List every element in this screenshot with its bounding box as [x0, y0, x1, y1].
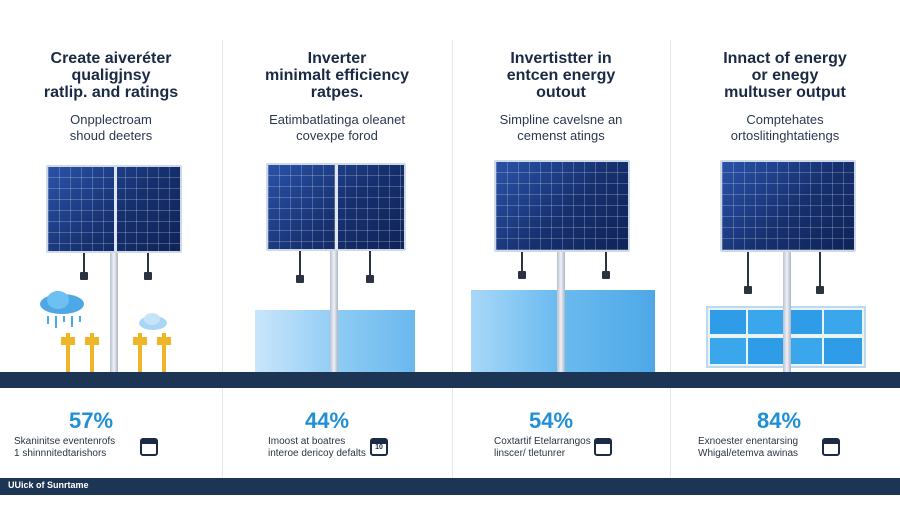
connector-icon — [85, 333, 99, 373]
cloud-icon — [139, 313, 167, 330]
stat-caption: Skaninitse eventenrofs 1 shinnnitedtarish… — [14, 436, 116, 459]
support-pole — [557, 252, 565, 372]
column-title: Inverter minimalt efficiency ratpes. — [264, 50, 410, 101]
solar-panel — [266, 163, 406, 251]
column-4: Innact of energy or enegy multuser output … — [670, 0, 900, 372]
column-divider — [670, 40, 671, 480]
connector-icon — [61, 333, 75, 373]
column-title: Innact of energy or enegy multuser output — [723, 50, 847, 101]
stat-caption: Imoost at boatres interoe dericoy defalts — [268, 436, 366, 459]
column-title: Invertistter in entcen energy outout — [506, 50, 616, 101]
column-subtitle: Simpline cavelsne an cemenst atings — [499, 112, 623, 143]
column-divider — [452, 40, 453, 480]
column-title: Create aiveréter qualigjnsy ratlip. and ra… — [43, 50, 179, 101]
column-1: Create aiveréter qualigjnsy ratlip. and ra… — [0, 0, 222, 373]
support-pole — [783, 252, 791, 372]
stat-caption: Coxtartif Etelarrangos linscer/ tletunrer — [494, 436, 591, 459]
column-subtitle: Onpplectroam shoud deeters — [69, 112, 153, 143]
calendar-icon — [140, 438, 158, 456]
support-pole — [330, 251, 338, 372]
percent-value: 54% — [528, 408, 574, 433]
solar-panel — [46, 165, 182, 253]
stat-column-4: 84% Exnoester enentarsing Whigal/etemva a… — [670, 0, 900, 478]
solar-panel — [720, 160, 856, 252]
percent-value: 57% — [68, 408, 114, 433]
column-2: Inverter minimalt efficiency ratpes. Eatim… — [222, 0, 452, 372]
support-pole — [110, 253, 118, 372]
column-subtitle: Comptehates ortoslitinghtatiengs — [730, 112, 840, 143]
rain-cloud-icon — [40, 291, 84, 328]
percent-value: 84% — [756, 408, 802, 433]
stat-column-3: 54% Coxtartif Etelarrangos linscer/ tletu… — [452, 0, 670, 478]
column-subtitle: Eatimbatlatinga oleanet covexpe forod — [269, 112, 405, 143]
connector-icon — [133, 333, 147, 373]
stat-column-1: 57% Skaninitse eventenrofs 1 shinnnitedta… — [0, 0, 222, 478]
footer-bar: UUick of Sunrtame — [0, 478, 900, 495]
calendar-icon: 10 — [370, 438, 388, 456]
calendar-icon — [822, 438, 840, 456]
calendar-icon — [594, 438, 612, 456]
column-3: Invertistter in entcen energy outout Simpl… — [452, 0, 670, 372]
column-divider — [222, 40, 223, 480]
ground-bar — [0, 372, 900, 388]
stat-caption: Exnoester enentarsing Whigal/etemva awina… — [698, 436, 799, 459]
percent-value: 44% — [304, 408, 350, 433]
connector-icon — [157, 333, 171, 373]
footer-label: UUick of Sunrtame — [8, 480, 89, 490]
solar-panel — [494, 160, 630, 252]
stat-column-2: 44% Imoost at boatres interoe dericoy def… — [222, 0, 452, 478]
